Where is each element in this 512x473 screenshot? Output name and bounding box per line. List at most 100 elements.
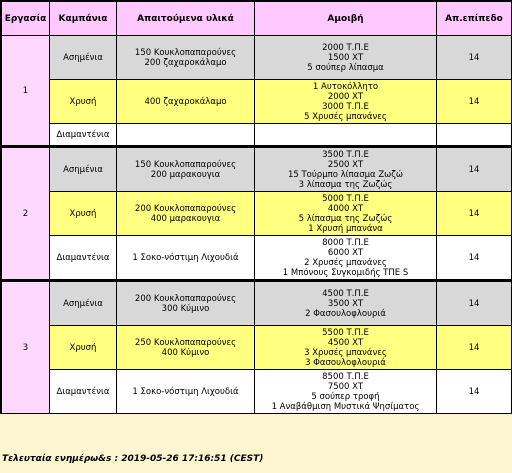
reward-cell-line: 1 Χρυσή μπανάνα <box>308 223 383 234</box>
materials-cell: 1 Σοκο-νόστιμη Λιχουδιά <box>117 236 255 280</box>
reward-cell: 3500 Τ.Π.Ε 2500 ΧΤ 15 Τούρμπο λίπασμα Ζωζώ… <box>255 148 437 192</box>
table-row: Χρυσή 250 Κουκλοπαπαρούνες 400 Κύμινο 5500 … <box>2 326 512 370</box>
materials-cell-line: 1 Σοκο-νόστιμη Λιχουδιά <box>132 252 239 263</box>
materials-cell-line: 400 μαρακουγια <box>150 213 221 224</box>
reward-cell-line: 2 Φασουλοφλουριά <box>305 308 386 319</box>
header-reward: Αμοιβή <box>255 2 437 36</box>
materials-cell: 200 Κουκλοπαπαρούνες 300 Κύμινο <box>117 282 255 326</box>
campaign-cell: Χρυσή <box>50 192 117 236</box>
campaign-cell: Χρυσή <box>50 326 117 370</box>
reward-cell-line: 1 Αναβάθμιση Μυστικά Ψησίματος <box>271 401 420 412</box>
table-row: Διαμαντένια <box>2 124 512 146</box>
table-row: Χρυσή 200 Κουκλοπαπαρούνες 400 μαρακουγια 5… <box>2 192 512 236</box>
reward-cell: 2000 Τ.Π.Ε 1500 ΧΤ 5 σούπερ λίπασμα <box>255 36 437 80</box>
reward-cell-line: 6000 ΧΤ <box>327 247 364 258</box>
level-cell: 14 <box>437 326 512 370</box>
header-campaign: Καμπάνια <box>50 2 117 36</box>
materials-cell: 250 Κουκλοπαπαρούνες 400 Κύμινο <box>117 326 255 370</box>
reward-cell-line: 3500 Τ.Π.Ε <box>322 149 369 160</box>
reward-cell <box>255 124 437 146</box>
reward-cell: 5000 Τ.Π.Ε 4000 ΧΤ 5 λίπασμα της Ζωζώς 1 Χρ… <box>255 192 437 236</box>
reward-cell-line: 4000 ΧΤ <box>327 203 364 214</box>
reward-cell: 8000 Τ.Π.Ε 6000 ΧΤ 2 Χρυσές μπανάνες 1 Μπόν… <box>255 236 437 280</box>
reward-cell: 5500 Τ.Π.Ε 4500 ΧΤ 3 Χρυσές μπανάνες 3 Φασο… <box>255 326 437 370</box>
reward-cell-line: 5500 Τ.Π.Ε <box>322 327 369 338</box>
level-cell: 14 <box>437 148 512 192</box>
reward-cell-line: 3 λίπασμα της Ζωζώς <box>298 179 393 190</box>
reward-cell-line: 15 Τούρμπο λίπασμα Ζωζώ <box>287 169 404 180</box>
header-row: Εργασία Καμπάνια Απαιτούμενα υλικά Αμοιβ… <box>2 2 512 36</box>
level-cell: 14 <box>437 370 512 414</box>
materials-cell-line: 200 Κουκλοπαπαρούνες <box>134 293 237 304</box>
quest-table: Εργασία Καμπάνια Απαιτούμενα υλικά Αμοιβ… <box>0 0 512 414</box>
quest-number: 3 <box>2 282 50 414</box>
reward-cell-line: 5 σούπερ λίπασμα <box>307 62 384 73</box>
reward-cell-line: 4500 ΧΤ <box>327 337 364 348</box>
header-level: Απ.επίπεδο <box>437 2 512 36</box>
level-cell: 14 <box>437 282 512 326</box>
reward-cell-line: 1 Μπόνους Συγκομιδής ΤΠΕ S <box>282 267 409 278</box>
level-cell: 14 <box>437 36 512 80</box>
reward-cell-line: 2000 Τ.Π.Ε <box>322 42 369 53</box>
campaign-cell: Χρυσή <box>50 80 117 124</box>
materials-cell-line: 150 Κουκλοπαπαρούνες <box>134 159 237 170</box>
quest-body: 1 Ασημένια 150 Κουκλοπαπαρούνες 200 ζαχαροκ… <box>2 36 512 414</box>
reward-cell: 1 Αυτοκόλλητο 2000 ΧΤ 3000 Τ.Π.Ε 5 Χρυσές μ… <box>255 80 437 124</box>
reward-cell-line: 4500 Τ.Π.Ε <box>322 288 369 299</box>
reward-cell-line: 8500 Τ.Π.Ε <box>322 371 369 382</box>
reward-cell-line: 1500 ΧΤ <box>327 52 364 63</box>
materials-cell-line: 400 Κύμινο <box>161 347 210 358</box>
reward-cell-line: 2 Χρυσές μπανάνες <box>304 257 387 268</box>
materials-cell: 150 Κουκλοπαπαρούνες 200 μαρακουγια <box>117 148 255 192</box>
level-cell <box>437 124 512 146</box>
reward-cell-line: 2000 ΧΤ <box>327 91 364 102</box>
reward-cell-line: 3000 Τ.Π.Ε <box>322 101 369 112</box>
campaign-cell: Ασημένια <box>50 148 117 192</box>
table-row: 2 Ασημένια 150 Κουκλοπαπαρούνες 200 μαρακου… <box>2 148 512 280</box>
materials-cell: 1 Σοκο-νόστιμη Λιχουδιά <box>117 370 255 414</box>
reward-cell-line: 5 λίπασμα της Ζωζώς <box>298 213 393 224</box>
campaign-cell: Ασημένια <box>50 36 117 80</box>
materials-cell-line: 250 Κουκλοπαπαρούνες <box>134 337 237 348</box>
materials-cell-line: 400 ζαχαροκάλαμο <box>144 96 227 107</box>
level-cell: 14 <box>437 80 512 124</box>
reward-cell-line: 7500 ΧΤ <box>327 381 364 392</box>
table-row: 1 Ασημένια 150 Κουκλοπαπαρούνες 200 ζαχαροκ… <box>2 36 512 146</box>
level-cell: 14 <box>437 192 512 236</box>
materials-cell-line: 1 Σοκο-νόστιμη Λιχουδιά <box>132 386 239 397</box>
materials-cell: 400 ζαχαροκάλαμο <box>117 80 255 124</box>
table-row: 3 Ασημένια 200 Κουκλοπαπαρούνες 300 Κύμινο 4… <box>2 282 512 414</box>
materials-cell-line: 200 Κουκλοπαπαρούνες <box>134 203 237 214</box>
materials-cell-line: 200 μαρακουγια <box>150 169 221 180</box>
materials-cell-line: 150 Κουκλοπαπαρούνες <box>134 47 237 58</box>
campaign-cell: Ασημένια <box>50 282 117 326</box>
reward-cell-line: 3500 ΧΤ <box>327 298 364 309</box>
materials-cell <box>117 124 255 146</box>
header-materials: Απαιτούμενα υλικά <box>117 2 255 36</box>
campaign-cell: Διαμαντένια <box>50 124 117 146</box>
quest-separator <box>2 280 512 282</box>
reward-cell-line: 2500 ΧΤ <box>327 159 364 170</box>
campaign-cell: Διαμαντένια <box>50 370 117 414</box>
materials-cell: 150 Κουκλοπαπαρούνες 200 ζαχαροκάλαμο <box>117 36 255 80</box>
reward-cell: 4500 Τ.Π.Ε 3500 ΧΤ 2 Φασουλοφλουριά <box>255 282 437 326</box>
quest-separator <box>2 146 512 148</box>
table-row: Διαμαντένια 1 Σοκο-νόστιμη Λιχουδιά 8000 Τ… <box>2 236 512 280</box>
materials-cell: 200 Κουκλοπαπαρούνες 400 μαρακουγια <box>117 192 255 236</box>
level-cell: 14 <box>437 236 512 280</box>
reward-cell: 8500 Τ.Π.Ε 7500 ΧΤ 5 σούπερ τροφή 1 Αναβάθμ… <box>255 370 437 414</box>
reward-cell-line: 5000 Τ.Π.Ε <box>322 193 369 204</box>
reward-cell-line: 8000 Τ.Π.Ε <box>322 237 369 248</box>
reward-cell-line: 3 Φασουλοφλουριά <box>305 357 386 368</box>
table-row: Διαμαντένια 1 Σοκο-νόστιμη Λιχουδιά 8500 Τ… <box>2 370 512 414</box>
quest-number: 1 <box>2 36 50 146</box>
last-update-footer: Τελευταία ενημέρω&s : 2019-05-26 17:16:5… <box>2 454 264 464</box>
reward-cell-line: 5 Χρυσές μπανάνες <box>304 111 387 122</box>
reward-cell-line: 1 Αυτοκόλλητο <box>312 81 379 92</box>
reward-cell-line: 3 Χρυσές μπανάνες <box>304 347 387 358</box>
header-quest: Εργασία <box>2 2 50 36</box>
materials-cell-line: 300 Κύμινο <box>161 303 210 314</box>
reward-cell-line: 5 σούπερ τροφή <box>311 391 380 402</box>
materials-cell-line: 200 ζαχαροκάλαμο <box>144 57 227 68</box>
